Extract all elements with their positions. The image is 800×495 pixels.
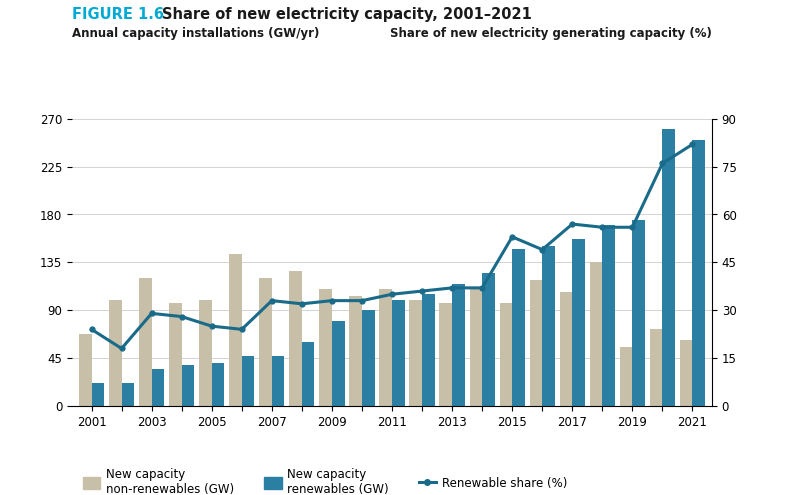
Bar (362, 310, 374, 406)
Bar (482, 273, 494, 406)
Bar (319, 289, 332, 406)
Bar (290, 271, 302, 406)
Bar (182, 365, 194, 406)
Bar (650, 329, 662, 406)
Bar (139, 278, 152, 406)
Bar (452, 284, 465, 406)
Bar (91, 383, 104, 406)
Bar (499, 303, 512, 406)
Bar (542, 247, 555, 406)
Bar (379, 289, 392, 406)
Text: Annual capacity installations (GW/yr): Annual capacity installations (GW/yr) (72, 27, 319, 40)
Bar (242, 356, 254, 406)
Bar (152, 369, 164, 406)
Bar (212, 363, 224, 406)
Bar (302, 342, 314, 406)
Text: FIGURE 1.6: FIGURE 1.6 (72, 7, 164, 22)
Bar (350, 297, 362, 406)
Bar (392, 299, 405, 406)
Text: Share of new electricity capacity, 2001–2021: Share of new electricity capacity, 2001–… (162, 7, 531, 22)
Bar (560, 292, 572, 406)
Bar (470, 287, 482, 406)
Bar (109, 299, 122, 406)
Bar (632, 220, 645, 406)
Bar (169, 303, 182, 406)
Bar (602, 225, 615, 406)
Bar (662, 129, 675, 406)
Bar (122, 383, 134, 406)
Bar (272, 356, 285, 406)
Bar (680, 340, 693, 406)
Bar (572, 239, 585, 406)
Bar (199, 299, 212, 406)
Bar (530, 281, 542, 406)
Bar (439, 303, 452, 406)
Bar (590, 262, 602, 406)
Bar (512, 248, 525, 406)
Legend: New capacity
non-renewables (GW), New capacity
renewables (GW), Renewable share : New capacity non-renewables (GW), New ca… (78, 463, 572, 495)
Bar (422, 294, 434, 406)
Bar (259, 278, 272, 406)
Bar (79, 334, 91, 406)
Bar (410, 299, 422, 406)
Text: Share of new electricity generating capacity (%): Share of new electricity generating capa… (390, 27, 712, 40)
Bar (229, 254, 242, 406)
Bar (332, 321, 345, 406)
Bar (693, 140, 705, 406)
Bar (620, 347, 632, 406)
